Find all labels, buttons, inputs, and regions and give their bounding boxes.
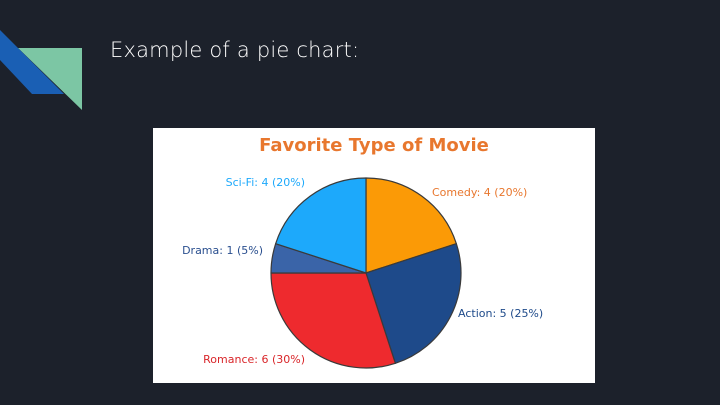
pie-slice-comedy <box>365 177 457 274</box>
slice-label-romance: Romance: 6 (30%) <box>203 353 305 366</box>
pie-slice-sci-fi <box>275 177 367 274</box>
pie-labels: Comedy: 4 (20%) Action: 5 (25%) Romance: 6… <box>182 176 543 366</box>
pie-slices <box>270 177 462 369</box>
corner-stripe-light <box>18 48 82 110</box>
slice-label-sci-fi: Sci-Fi: 4 (20%) <box>226 176 305 189</box>
corner-stripe-dark <box>0 30 64 94</box>
slide-title: Example of a pie chart: <box>110 38 360 62</box>
corner-decoration <box>0 30 82 110</box>
slice-label-action: Action: 5 (25%) <box>458 307 543 320</box>
chart-card: Favorite Type of Movie Comedy: 4 (20%) Ac… <box>153 128 595 383</box>
pie-slice-action <box>365 243 462 364</box>
slice-label-comedy: Comedy: 4 (20%) <box>432 186 527 199</box>
pie-chart: Favorite Type of Movie Comedy: 4 (20%) Ac… <box>182 135 543 369</box>
pie-slice-romance <box>270 272 396 369</box>
chart-title: Favorite Type of Movie <box>259 135 489 156</box>
slice-label-drama: Drama: 1 (5%) <box>182 244 263 257</box>
